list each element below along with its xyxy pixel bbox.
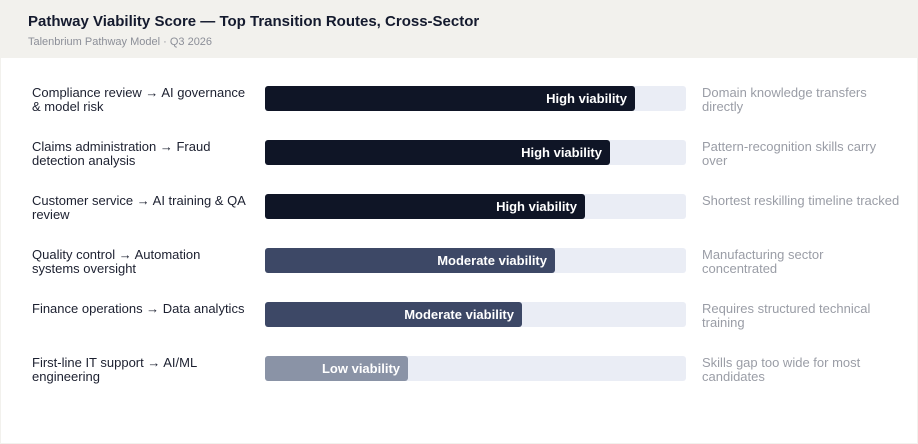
row-annotation: Skills gap too wide for most candidates [702, 355, 861, 384]
bar-track: Moderate viability [265, 302, 686, 327]
chart-panel: Compliance review → AI governance & mode… [1, 58, 917, 443]
bar: Moderate viability [265, 302, 522, 327]
bar-data-label: High viability [546, 91, 627, 106]
bar-data-label: High viability [521, 145, 602, 160]
row-label: Compliance review → AI governance & mode… [32, 85, 246, 114]
bar-data-label: Moderate viability [404, 307, 514, 322]
bar: High viability [265, 140, 610, 165]
row-label: Customer service → AI training & QA revi… [32, 193, 246, 222]
row-label: First-line IT support → AI/ML engineerin… [32, 355, 197, 384]
bar-data-label: High viability [496, 199, 577, 214]
bar: Moderate viability [265, 248, 555, 273]
row-label: Claims administration → Fraud detection … [32, 139, 211, 168]
chart-subtitle: Talenbrium Pathway Model · Q3 2026 [28, 36, 213, 48]
row-label: Quality control → Automation systems ove… [32, 247, 201, 276]
row-annotation: Pattern-recognition skills carry over [702, 139, 877, 168]
chart-title: Pathway Viability Score — Top Transition… [28, 13, 480, 30]
bar-data-label: Moderate viability [437, 253, 547, 268]
row-annotation: Requires structured technical training [702, 301, 871, 330]
bar: Low viability [265, 356, 408, 381]
bar-track: Low viability [265, 356, 686, 381]
row-label: Finance operations → Data analytics [32, 301, 245, 316]
bar-track: Moderate viability [265, 248, 686, 273]
bar-track: High viability [265, 86, 686, 111]
bar: High viability [265, 194, 585, 219]
bar: High viability [265, 86, 635, 111]
row-annotation: Domain knowledge transfers directly [702, 85, 867, 114]
row-annotation: Manufacturing sector concentrated [702, 247, 824, 276]
bar-data-label: Low viability [321, 361, 400, 376]
bar-track: High viability [265, 140, 686, 165]
bar-track: High viability [265, 194, 686, 219]
chart-header: Pathway Viability Score — Top Transition… [0, 0, 918, 58]
row-annotation: Shortest reskilling timeline tracked [702, 193, 900, 208]
